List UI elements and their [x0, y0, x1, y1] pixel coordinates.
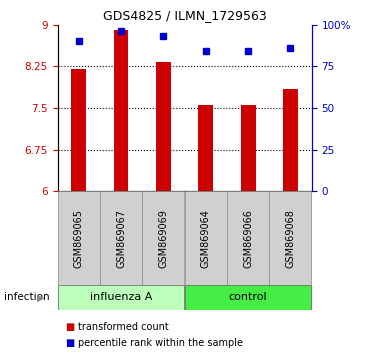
Bar	[58, 191, 100, 285]
Text: infection: infection	[4, 292, 49, 302]
Text: GSM869068: GSM869068	[285, 209, 295, 268]
Bar	[71, 69, 86, 191]
Bar	[227, 191, 269, 285]
Bar	[114, 30, 128, 191]
Bar	[185, 285, 311, 310]
Text: GSM869064: GSM869064	[201, 209, 211, 268]
Text: GSM869066: GSM869066	[243, 209, 253, 268]
Bar	[269, 191, 311, 285]
Bar	[283, 88, 298, 191]
Bar	[100, 191, 142, 285]
Text: GSM869065: GSM869065	[74, 209, 84, 268]
Text: transformed count: transformed count	[78, 322, 169, 332]
Text: percentile rank within the sample: percentile rank within the sample	[78, 338, 243, 348]
Bar	[142, 191, 184, 285]
Title: GDS4825 / ILMN_1729563: GDS4825 / ILMN_1729563	[103, 9, 266, 22]
Text: GSM869069: GSM869069	[158, 209, 168, 268]
Text: ■: ■	[65, 338, 74, 348]
Text: GSM869067: GSM869067	[116, 209, 126, 268]
Bar	[58, 285, 184, 310]
Text: control: control	[229, 292, 267, 302]
Text: ■: ■	[65, 322, 74, 332]
Bar	[241, 105, 256, 191]
Text: influenza A: influenza A	[90, 292, 152, 302]
Bar	[185, 191, 227, 285]
Bar	[198, 105, 213, 191]
Bar	[156, 63, 171, 191]
Text: ▶: ▶	[37, 292, 45, 302]
